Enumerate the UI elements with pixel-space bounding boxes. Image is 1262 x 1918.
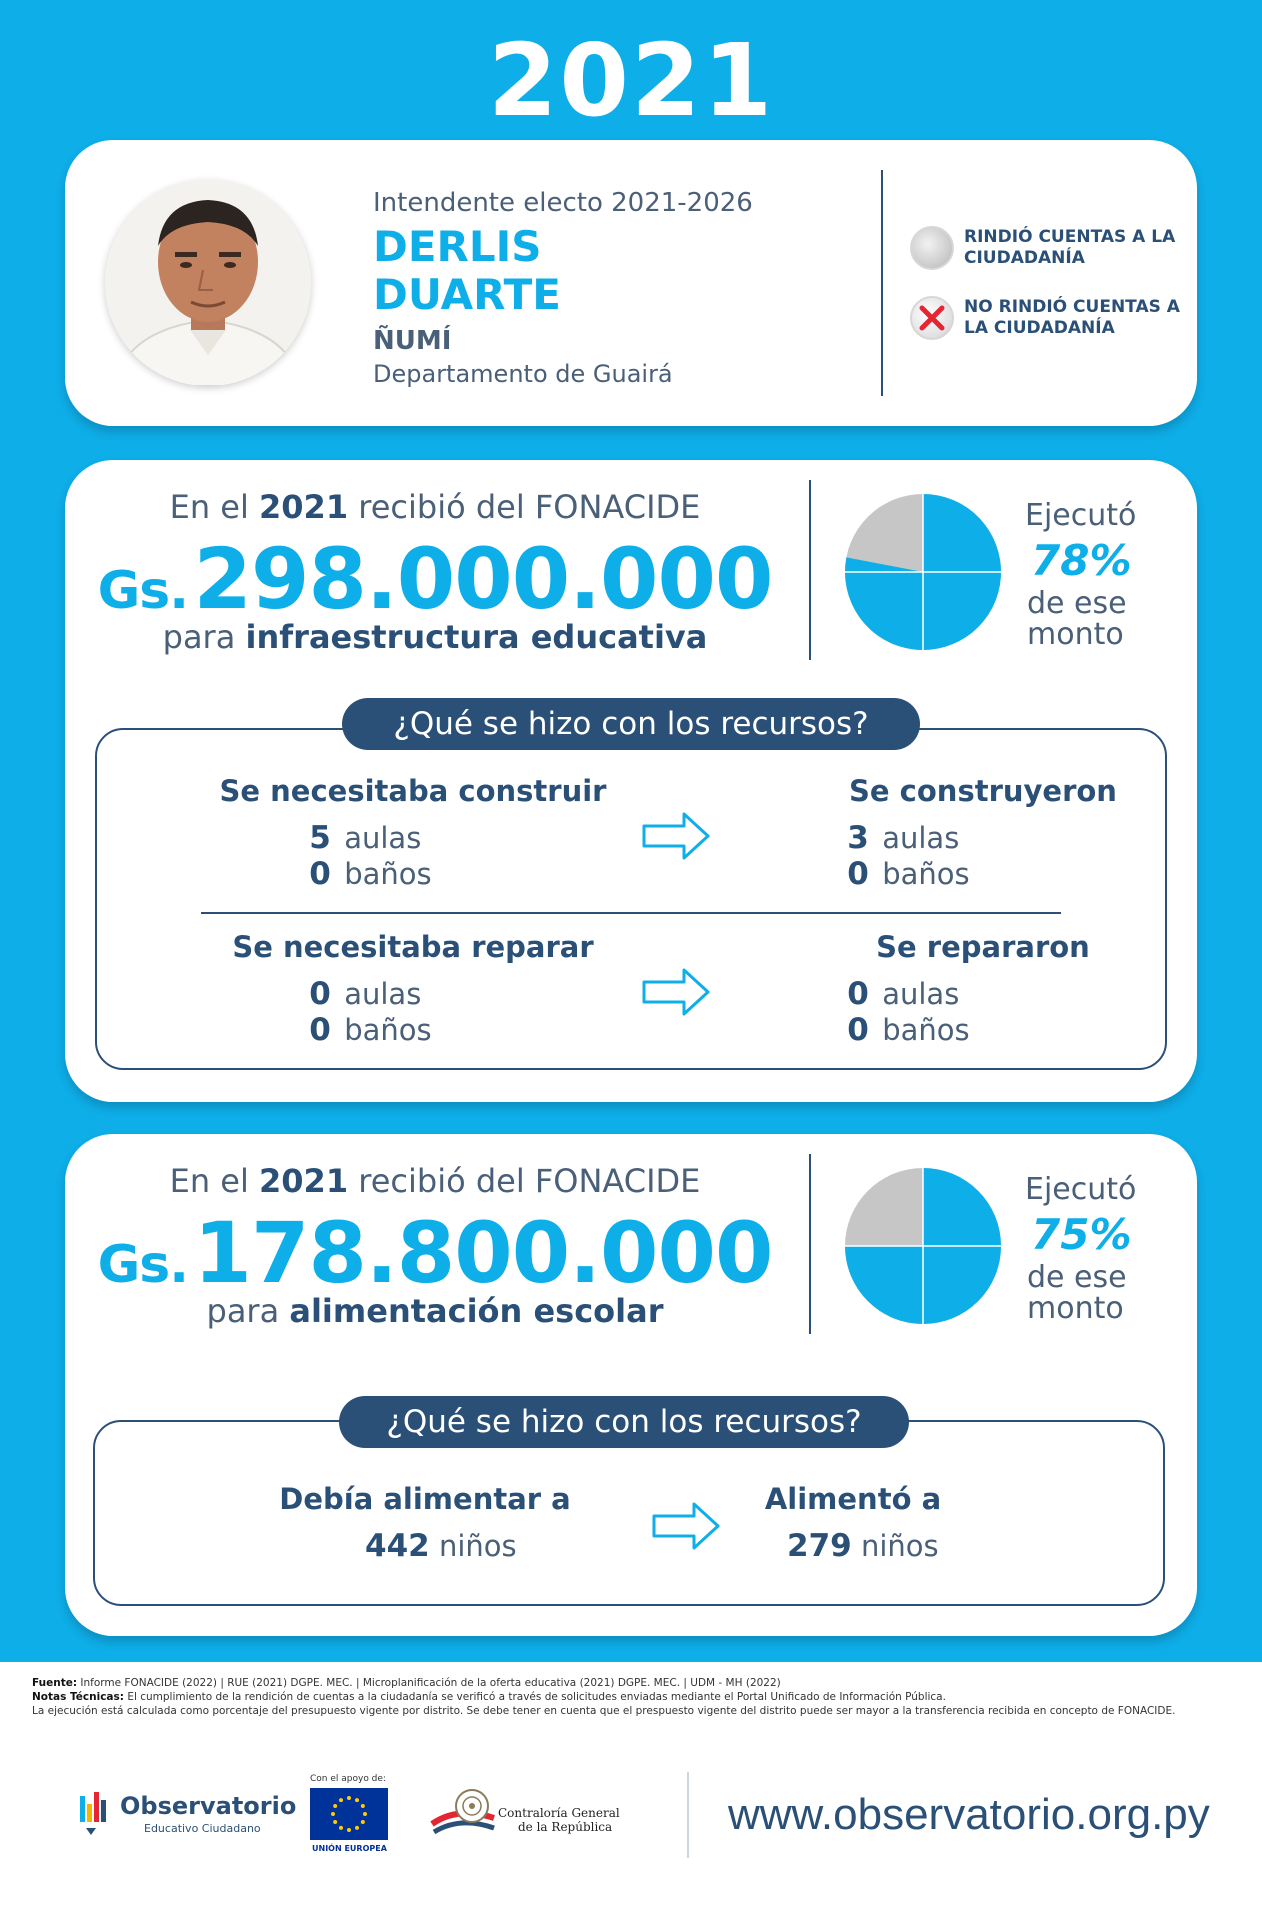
eu-flag-icon [310, 1788, 388, 1840]
divider [881, 170, 883, 396]
gray-circle-icon [910, 226, 954, 270]
recibio-year: 2021 [259, 488, 349, 526]
reparar-needed-banos: 0 baños [309, 1012, 432, 1048]
last-name: DUARTE [373, 270, 561, 319]
profile-card: Intendente electo 2021-2026 DERLIS DUART… [65, 140, 1197, 426]
observatorio-name: Observatorio [120, 1792, 297, 1820]
execution-pie-chart [845, 1168, 1001, 1324]
observatorio-subtitle: Educativo Ciudadano [144, 1822, 261, 1835]
first-name: DERLIS [373, 222, 542, 271]
footer-divider [687, 1772, 689, 1858]
website-link[interactable]: www.observatorio.org.py [728, 1790, 1210, 1839]
monto-label: de ese monto [1027, 1260, 1127, 1326]
arrow-right-icon [652, 1502, 720, 1550]
alimentar-done-title: Alimentó a [764, 1482, 942, 1516]
contraloria-line-1: Contraloría General [498, 1806, 620, 1820]
notas-line-2: La ejecución está calculada como porcent… [32, 1705, 1176, 1717]
reparar-done-banos: 0 baños [847, 1012, 970, 1048]
construir-done-banos: 0 baños [847, 856, 970, 892]
reparar-done-title: Se repararon [876, 930, 1090, 964]
reparar-needed-title: Se necesitaba reparar [232, 930, 594, 964]
person-photo-icon [105, 180, 311, 386]
currency: Gs. [97, 1235, 189, 1295]
bar-chart-logo-icon [80, 1792, 106, 1835]
ejecuto-label: Ejecutó [1025, 498, 1137, 533]
recibio-text: En el 2021 recibió del FONACIDE [169, 1162, 701, 1200]
divider [809, 1154, 811, 1334]
row-divider [201, 912, 1061, 914]
destino-text: para infraestructura educativa [162, 618, 708, 656]
ejecuto-percentage: 78% [1031, 536, 1132, 585]
eu-label: UNIÓN EUROPEA [312, 1844, 387, 1853]
construir-done-title: Se construyeron [849, 774, 1117, 808]
department-name: Departamento de Guairá [373, 360, 673, 388]
alimentar-needed-title: Debía alimentar a [279, 1482, 571, 1516]
notas-line: Notas Técnicas: El cumplimiento de la re… [32, 1691, 946, 1703]
destino: infraestructura educativa [245, 618, 708, 656]
construir-needed-aulas: 5 aulas [309, 820, 422, 856]
legend-rendido: RINDIÓ CUENTAS A LA CIUDADANÍA [910, 226, 1184, 270]
eu-logo: Con el apoyo de: UNIÓN EUROPEA [310, 1774, 398, 1854]
alimentar-done-value: 279 niños [787, 1528, 939, 1564]
divider [809, 480, 811, 660]
destino-text: para alimentación escolar [206, 1292, 664, 1330]
legend-no-rendido-label: NO RINDIÓ CUENTAS A LA CIUDADANÍA [964, 297, 1180, 338]
alimentar-needed-value: 442 niños [365, 1528, 517, 1564]
footer-notes: Fuente: Informe FONACIDE (2022) | RUE (2… [32, 1676, 1242, 1718]
amount-value: 178.800.000 [193, 1204, 774, 1302]
role-label: Intendente electo 2021-2026 [373, 188, 753, 218]
red-x-circle-icon [910, 296, 954, 340]
year-title: 2021 [487, 22, 775, 139]
amount-value: 298.000.000 [193, 530, 774, 628]
arrow-right-icon [642, 968, 710, 1016]
construir-done-aulas: 3 aulas [847, 820, 960, 856]
contraloria-logo: Contraloría General de la República [428, 1784, 648, 1848]
arrow-right-icon [642, 812, 710, 860]
question-pill: ¿Qué se hizo con los recursos? [342, 698, 920, 750]
monto-label: de ese monto [1027, 586, 1127, 652]
alimentacion-card: En el 2021 recibió del FONACIDE Gs. 178.… [65, 1134, 1197, 1636]
amount-infraestructura: Gs. 298.000.000 [65, 530, 805, 628]
currency: Gs. [97, 561, 189, 621]
recibio-year: 2021 [259, 1162, 349, 1200]
legend-rendido-label: RINDIÓ CUENTAS A LA CIUDADANÍA [964, 227, 1176, 268]
question-pill: ¿Qué se hizo con los recursos? [339, 1396, 909, 1448]
eu-caption: Con el apoyo de: [310, 1774, 386, 1784]
city-name: ÑUMÍ [373, 326, 452, 356]
construir-needed-banos: 0 baños [309, 856, 432, 892]
observatorio-logo: Observatorio Educativo Ciudadano [78, 1788, 298, 1848]
ejecuto-percentage: 75% [1031, 1210, 1132, 1259]
reparar-needed-aulas: 0 aulas [309, 976, 422, 1012]
contraloria-line-2: de la República [518, 1820, 613, 1834]
fuente-line: Fuente: Informe FONACIDE (2022) | RUE (2… [32, 1677, 781, 1689]
contraloria-seal-icon [430, 1789, 495, 1835]
ejecuto-label: Ejecutó [1025, 1172, 1137, 1207]
execution-pie-chart [845, 494, 1001, 650]
avatar [105, 180, 311, 386]
infraestructura-card: En el 2021 recibió del FONACIDE Gs. 298.… [65, 460, 1197, 1102]
construir-needed-title: Se necesitaba construir [219, 774, 607, 808]
amount-alimentacion: Gs. 178.800.000 [65, 1204, 805, 1302]
reparar-done-aulas: 0 aulas [847, 976, 960, 1012]
recibio-text: En el 2021 recibió del FONACIDE [169, 488, 701, 526]
legend-no-rendido: NO RINDIÓ CUENTAS A LA CIUDADANÍA [910, 296, 1184, 340]
destino: alimentación escolar [289, 1292, 664, 1330]
